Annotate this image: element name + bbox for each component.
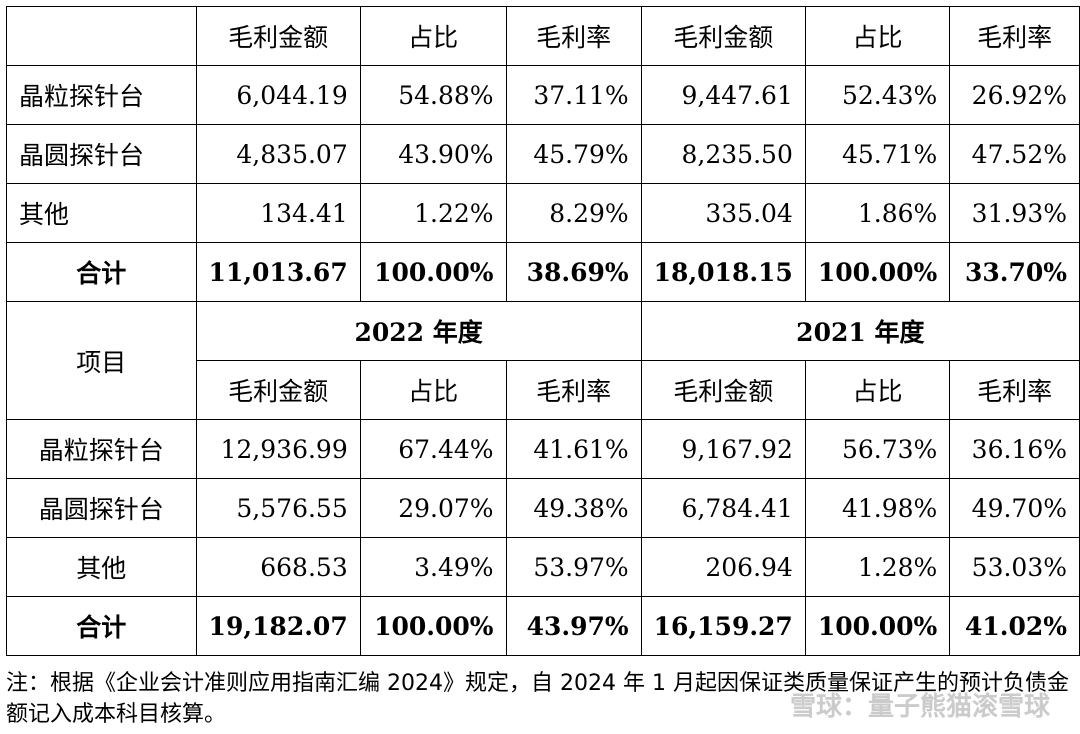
cell: 29.07%: [359, 478, 507, 538]
cell: 54.88%: [359, 65, 507, 125]
year-header: 2022 年度: [195, 301, 642, 361]
total-row: 合计 19,182.07 100.00% 43.97% 16,159.27 10…: [6, 596, 1080, 656]
cell: 16,159.27: [640, 596, 806, 656]
cell: 36.16%: [949, 419, 1080, 479]
cell: 43.90%: [359, 124, 507, 184]
cell: 53.97%: [505, 537, 642, 597]
cell: 56.73%: [804, 419, 951, 479]
year-header: 2021 年度: [640, 301, 1080, 361]
cell: 1.22%: [359, 183, 507, 243]
table-row: 晶圆探针台 5,576.55 29.07% 49.38% 6,784.41 41…: [6, 478, 1080, 538]
cell: 206.94: [640, 537, 806, 597]
column-header: 占比: [804, 360, 951, 420]
row-label: 晶圆探针台: [6, 124, 197, 184]
cell: 52.43%: [804, 65, 951, 125]
watermark: 雪球：量子熊猫滚雪球: [789, 692, 1050, 722]
cell: 41.02%: [949, 596, 1080, 656]
cell: 41.98%: [804, 478, 951, 538]
cell: 100.00%: [359, 596, 507, 656]
cell: 49.38%: [505, 478, 642, 538]
column-header: 占比: [804, 6, 951, 66]
cell: 100.00%: [804, 242, 951, 302]
cell: 33.70%: [949, 242, 1080, 302]
table-row: 其他 134.41 1.22% 8.29% 335.04 1.86% 31.93…: [6, 183, 1080, 243]
row-label: 其他: [6, 183, 197, 243]
cell: 45.79%: [505, 124, 642, 184]
cell: 11,013.67: [195, 242, 361, 302]
row-label: 晶粒探针台: [6, 65, 197, 125]
cell: 67.44%: [359, 419, 507, 479]
column-header: 毛利率: [949, 6, 1080, 66]
table-row: 晶粒探针台 12,936.99 67.44% 41.61% 9,167.92 5…: [6, 419, 1080, 479]
cell: 1.86%: [804, 183, 951, 243]
cell: 26.92%: [949, 65, 1080, 125]
cell: 19,182.07: [195, 596, 361, 656]
column-header: 毛利率: [505, 360, 642, 420]
cell: 134.41: [195, 183, 361, 243]
upper-header-row: 毛利金额 占比 毛利率 毛利金额 占比 毛利率: [6, 6, 1080, 66]
column-header: 毛利金额: [195, 6, 361, 66]
cell: 1.28%: [804, 537, 951, 597]
column-header: 毛利率: [505, 6, 642, 66]
cell: 12,936.99: [195, 419, 361, 479]
cell: 49.70%: [949, 478, 1080, 538]
row-label: 合计: [6, 596, 197, 656]
cell: 31.93%: [949, 183, 1080, 243]
table-row: 晶粒探针台 6,044.19 54.88% 37.11% 9,447.61 52…: [6, 65, 1080, 125]
row-label: 其他: [6, 537, 197, 597]
column-header: 毛利率: [949, 360, 1080, 420]
cell: 8,235.50: [640, 124, 806, 184]
cell: 335.04: [640, 183, 806, 243]
column-header: 毛利金额: [640, 360, 806, 420]
table-row: 其他 668.53 3.49% 53.97% 206.94 1.28% 53.0…: [6, 537, 1080, 597]
row-label: 晶粒探针台: [6, 419, 197, 479]
footnote: 注：根据《企业会计准则应用指南汇编 2024》规定，自 2024 年 1 月起因…: [6, 671, 1069, 727]
row-label: 合计: [6, 242, 197, 302]
column-header: 毛利金额: [195, 360, 361, 420]
cell: 53.03%: [949, 537, 1080, 597]
item-label: 项目: [6, 301, 197, 420]
cell: 100.00%: [804, 596, 951, 656]
cell: 37.11%: [505, 65, 642, 125]
cell: 18,018.15: [640, 242, 806, 302]
column-header: 毛利金额: [640, 6, 806, 66]
cell: 6,784.41: [640, 478, 806, 538]
cell: 668.53: [195, 537, 361, 597]
cell: 38.69%: [505, 242, 642, 302]
cell: 9,447.61: [640, 65, 806, 125]
cell: 100.00%: [359, 242, 507, 302]
cell: 6,044.19: [195, 65, 361, 125]
year-header-row: 项目 2022 年度 2021 年度: [6, 301, 1080, 420]
cell: 4,835.07: [195, 124, 361, 184]
cell: 3.49%: [359, 537, 507, 597]
upper-header-blank: [6, 6, 197, 66]
cell: 9,167.92: [640, 419, 806, 479]
column-header: 占比: [359, 6, 507, 66]
cell: 43.97%: [505, 596, 642, 656]
cell: 8.29%: [505, 183, 642, 243]
table-row: 晶圆探针台 4,835.07 43.90% 45.79% 8,235.50 45…: [6, 124, 1080, 184]
cell: 47.52%: [949, 124, 1080, 184]
row-label: 晶圆探针台: [6, 478, 197, 538]
cell: 5,576.55: [195, 478, 361, 538]
gross-profit-table: 毛利金额 占比 毛利率 毛利金额 占比 毛利率 晶粒探针台 6,044.19 5…: [6, 6, 1080, 656]
cell: 41.61%: [505, 419, 642, 479]
total-row: 合计 11,013.67 100.00% 38.69% 18,018.15 10…: [6, 242, 1080, 302]
cell: 45.71%: [804, 124, 951, 184]
column-header: 占比: [359, 360, 507, 420]
